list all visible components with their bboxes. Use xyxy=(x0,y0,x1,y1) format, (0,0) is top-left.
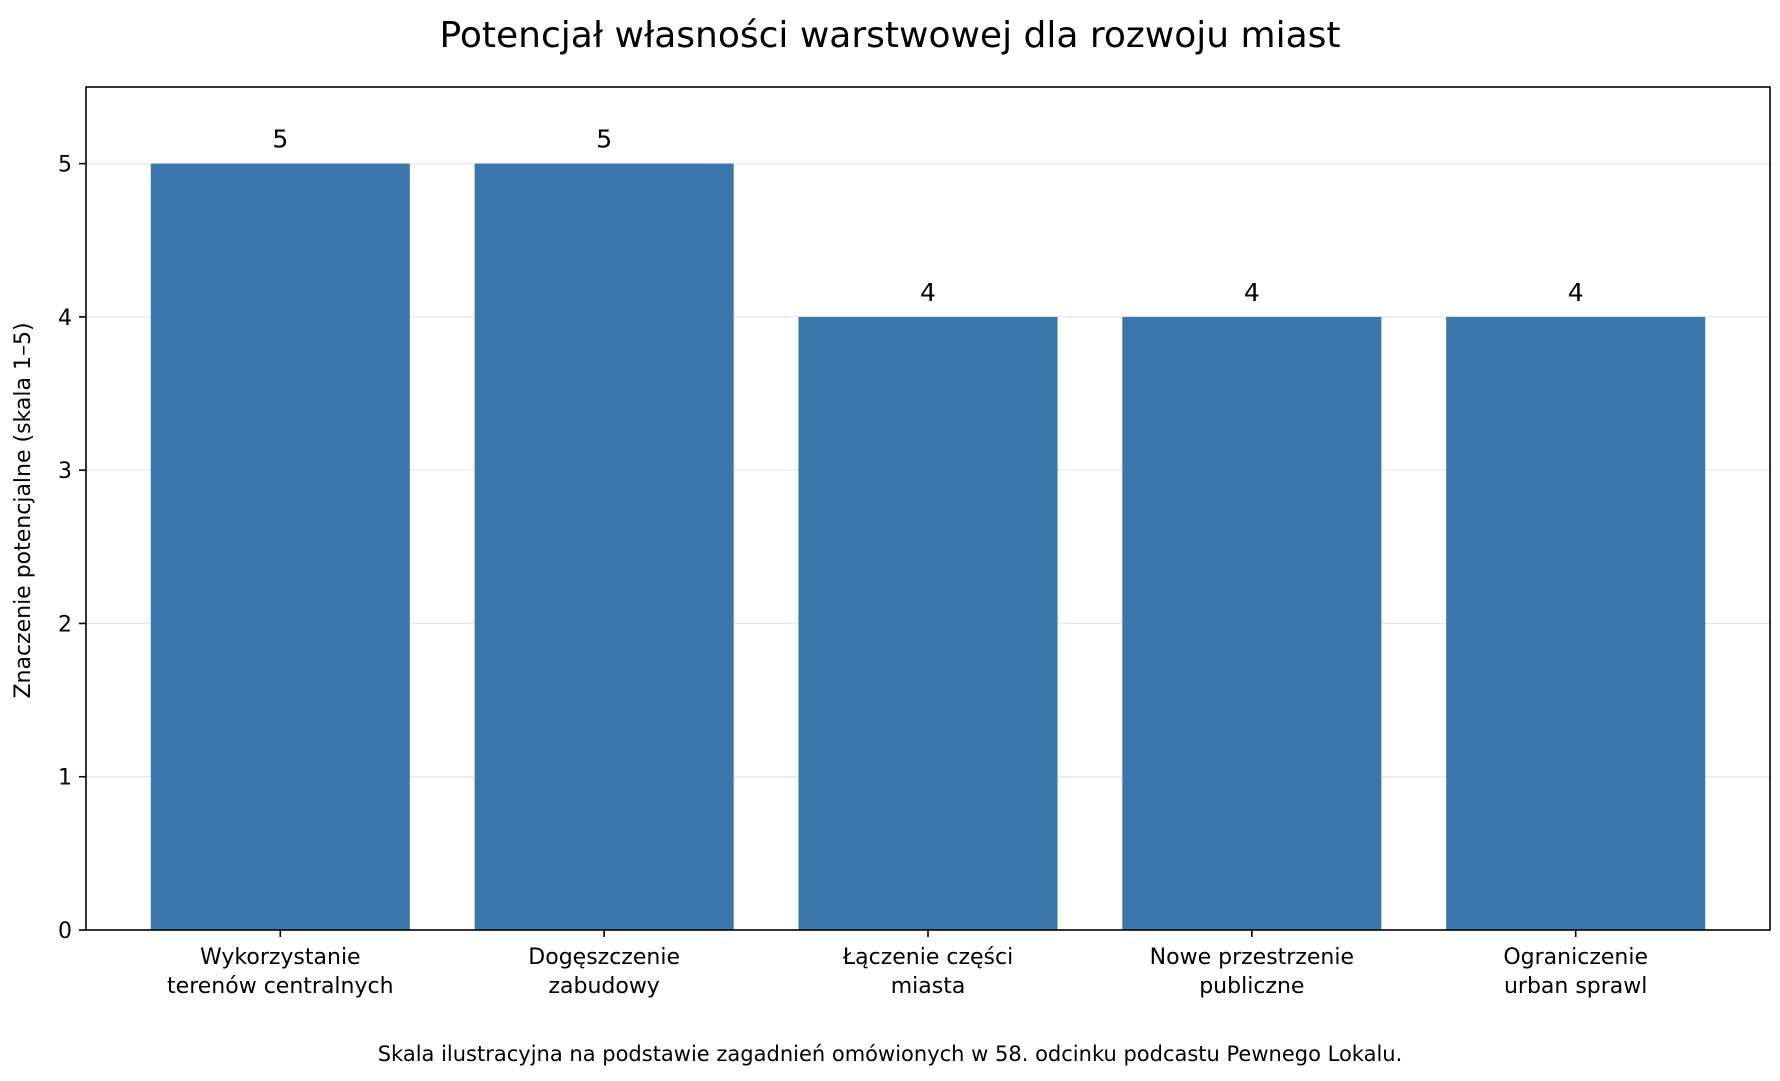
y-axis-ticks: 0 1 2 3 4 5 xyxy=(58,153,86,944)
y-tick-label: 2 xyxy=(58,612,72,637)
data-label: 4 xyxy=(1568,278,1584,307)
y-tick-label: 0 xyxy=(58,919,72,944)
y-axis-label: Znaczenie potencjalne (skala 1–5) xyxy=(11,322,36,698)
x-axis-ticks: Wykorzystanie terenów centralnych Dogęszcz… xyxy=(167,930,1648,999)
x-tick-label: Dogęszczenie xyxy=(528,945,680,970)
bars xyxy=(150,163,1706,931)
x-tick-label: urban sprawl xyxy=(1504,974,1647,999)
y-tick-label: 4 xyxy=(58,306,72,331)
x-tick-label: terenów centralnych xyxy=(167,974,394,999)
chart-title: Potencjał własności warstwowej dla rozwo… xyxy=(439,15,1340,56)
data-label: 5 xyxy=(596,125,612,154)
y-tick-label: 5 xyxy=(58,153,72,178)
data-labels: 5 5 4 4 4 xyxy=(272,125,1583,307)
data-label: 5 xyxy=(272,125,288,154)
y-tick-label: 3 xyxy=(58,459,72,484)
data-label: 4 xyxy=(1244,278,1260,307)
x-tick-label: miasta xyxy=(891,974,966,999)
bar xyxy=(1122,316,1382,931)
x-tick-label: Nowe przestrzenie xyxy=(1150,945,1354,970)
x-tick-label: publiczne xyxy=(1199,974,1304,999)
data-label: 4 xyxy=(920,278,936,307)
bar xyxy=(798,316,1058,931)
bar xyxy=(1446,316,1706,931)
y-tick-label: 1 xyxy=(58,766,72,791)
x-tick-label: Łączenie części xyxy=(842,945,1013,970)
chart-caption: Skala ilustracyjna na podstawie zagadnie… xyxy=(378,1042,1403,1066)
x-tick-label: zabudowy xyxy=(548,974,659,999)
bar xyxy=(150,163,410,931)
x-tick-label: Wykorzystanie xyxy=(200,945,361,970)
bar xyxy=(474,163,734,931)
x-tick-label: Ograniczenie xyxy=(1503,945,1648,970)
